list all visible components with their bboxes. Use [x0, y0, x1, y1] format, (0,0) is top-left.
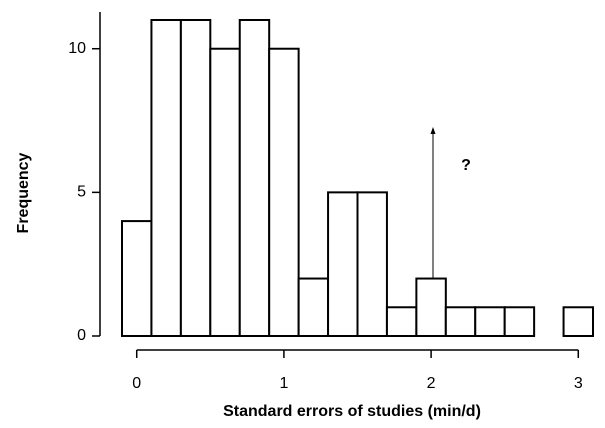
- bar: [209, 47, 241, 338]
- y-axis-title: Frequency: [15, 152, 32, 233]
- bar: [503, 306, 536, 338]
- x-tick-label: 0: [132, 375, 141, 392]
- x-axis-title: Standard errors of studies (min/d): [223, 403, 481, 420]
- bar: [474, 306, 506, 338]
- bar: [150, 19, 182, 337]
- annotation: ?: [461, 157, 471, 174]
- bar: [121, 220, 153, 337]
- bar: [562, 306, 594, 338]
- bar: [268, 47, 300, 338]
- annotation-arrowhead: [430, 127, 436, 134]
- y-tick-label: 10: [68, 40, 86, 57]
- bar: [179, 19, 212, 337]
- bar: [356, 191, 388, 337]
- y-tick-label: 5: [77, 184, 86, 201]
- x-tick-label: 1: [279, 375, 288, 392]
- x-tick-label: 2: [427, 375, 436, 392]
- bar: [444, 306, 477, 338]
- y-tick-label: 0: [77, 327, 86, 344]
- bar: [297, 277, 330, 337]
- bar: [415, 277, 447, 337]
- bar: [385, 306, 418, 338]
- x-tick-label: 3: [574, 375, 583, 392]
- bar: [327, 191, 359, 337]
- bar: [238, 19, 271, 337]
